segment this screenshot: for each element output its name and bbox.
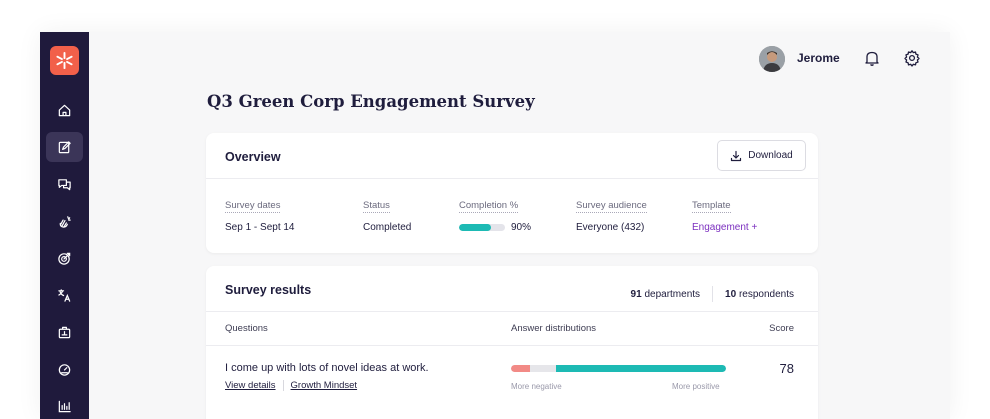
- distribution-positive-segment: [556, 365, 726, 372]
- stat-divider: [712, 286, 714, 302]
- results-title: Survey results: [225, 283, 312, 297]
- overview-header: Overview Download: [206, 133, 818, 179]
- view-details-link[interactable]: View details: [225, 380, 276, 391]
- sidebar-item-feedback[interactable]: [46, 169, 83, 199]
- top-bar: Jerome: [89, 32, 950, 86]
- survey-dates-value: Sep 1 - Sept 14: [225, 222, 295, 233]
- completion-progress-fill: [459, 224, 492, 231]
- column-divider: [206, 345, 818, 346]
- respondents-stat: 10 respondents: [725, 288, 794, 300]
- questions-column-header: Questions: [225, 323, 268, 334]
- survey-audience-label: Survey audience: [576, 200, 647, 213]
- overview-title: Overview: [225, 150, 281, 164]
- completion-label: Completion %: [459, 200, 519, 213]
- template-label: Template: [692, 200, 731, 213]
- sunburst-logo-icon[interactable]: [50, 46, 79, 75]
- score-value: 78: [779, 361, 794, 376]
- edit-survey-icon: [58, 140, 71, 153]
- more-positive-label: More positive: [672, 382, 720, 391]
- sidebar-item-recognition[interactable]: [46, 206, 83, 236]
- departments-stat: 91 departments: [630, 288, 701, 300]
- target-icon: [58, 252, 71, 265]
- gauge-icon: [58, 363, 71, 376]
- survey-results-card: Survey results 91 departments 10 respond…: [206, 266, 818, 419]
- app-window: Jerome Q3 Green Corp Engagement Survey O…: [40, 32, 950, 419]
- sidebar-item-translate[interactable]: [46, 280, 83, 310]
- download-button[interactable]: Download: [717, 140, 806, 171]
- survey-dates-label: Survey dates: [225, 200, 281, 213]
- download-label: Download: [748, 150, 793, 161]
- sidebar-item-goals[interactable]: [46, 243, 83, 273]
- answer-distribution-bar: [511, 365, 726, 372]
- sidebar-item-performance[interactable]: [46, 354, 83, 384]
- distribution-neutral-segment: [530, 365, 557, 372]
- template-link[interactable]: Engagement +: [692, 222, 758, 233]
- chat-bubbles-icon: [58, 178, 71, 190]
- status-value: Completed: [363, 222, 412, 233]
- sidebar-item-home[interactable]: [46, 95, 83, 125]
- user-name[interactable]: Jerome: [797, 51, 840, 65]
- bell-icon[interactable]: [861, 47, 883, 69]
- page-title: Q3 Green Corp Engagement Survey: [207, 92, 535, 111]
- distribution-negative-segment: [511, 365, 531, 372]
- download-icon: [731, 150, 742, 161]
- completion-progress-bar: [459, 224, 505, 231]
- survey-audience-value: Everyone (432): [576, 222, 645, 233]
- status-label: Status: [363, 200, 390, 213]
- distribution-column-header: Answer distributions: [511, 323, 597, 334]
- completion-value: 90%: [511, 222, 532, 233]
- bar-chart-icon: [58, 400, 71, 412]
- results-stats: 91 departments 10 respondents: [631, 286, 794, 302]
- overview-card: Overview Download Survey dates Sep 1 - S…: [206, 133, 818, 253]
- category-link[interactable]: Growth Mindset: [290, 380, 358, 391]
- sidebar-item-badges[interactable]: [46, 317, 83, 347]
- sidebar-item-surveys[interactable]: [46, 132, 83, 162]
- sidebar-item-analytics[interactable]: [46, 391, 83, 419]
- more-negative-label: More negative: [511, 382, 562, 391]
- clap-hands-icon: [59, 215, 71, 228]
- sidebar: [40, 32, 89, 419]
- gear-icon[interactable]: [901, 47, 923, 69]
- avatar[interactable]: [759, 46, 785, 72]
- badge-icon: [58, 326, 71, 338]
- home-icon: [58, 104, 71, 116]
- question-links: View details Growth Mindset: [225, 380, 357, 391]
- score-column-header: Score: [769, 323, 794, 334]
- translate-icon: [58, 288, 71, 302]
- question-text: I come up with lots of novel ideas at wo…: [225, 362, 429, 374]
- link-divider: [282, 380, 284, 391]
- results-header: Survey results 91 departments 10 respond…: [206, 266, 818, 312]
